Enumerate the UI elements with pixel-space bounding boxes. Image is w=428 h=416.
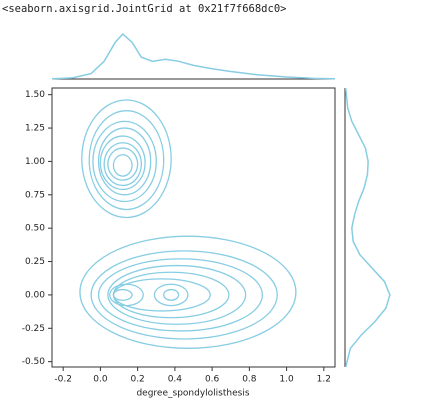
y-tick-label: 1.00 [25, 157, 45, 167]
kde-contour [88, 110, 165, 211]
y-tick-label: 0.00 [25, 290, 45, 300]
repr-text: <seaborn.axisgrid.JointGrid at 0x21f7f66… [2, 3, 286, 15]
y-tick-label: 0.75 [25, 190, 45, 200]
kde-contour [79, 235, 297, 349]
kde-contour [109, 283, 144, 307]
y-tick-label: 0.25 [25, 257, 45, 267]
kde-contour [163, 288, 180, 301]
y-tick-label: 1.50 [25, 90, 45, 100]
kde-contour [112, 288, 133, 301]
y-tick-label: -0.25 [22, 324, 45, 334]
y-tick-label: 1.25 [25, 124, 45, 134]
kde-contour [97, 127, 152, 196]
y-marginal-kde [344, 87, 391, 368]
x-marginal-kde [51, 33, 336, 80]
y-tick-label: 0.50 [25, 224, 45, 234]
kde-contour [97, 258, 264, 332]
x-tick-label: 1.0 [279, 375, 294, 385]
axes-frame [51, 87, 336, 368]
kde-contour [107, 264, 247, 325]
kde-contour [99, 135, 146, 191]
x-tick-label: 0.2 [130, 375, 144, 385]
x-tick-label: 0.4 [168, 375, 183, 385]
kde-contour [112, 154, 133, 177]
kde-contour [81, 99, 172, 219]
kde-contour [103, 142, 143, 187]
x-tick-label: 0.0 [93, 375, 108, 385]
x-tick-label: 0.8 [242, 375, 257, 385]
kde-contour [153, 283, 189, 307]
x-tick-label: 0.6 [205, 375, 220, 385]
kde-contour [107, 147, 139, 181]
kde-contour [90, 250, 278, 340]
x-tick-label: 1.2 [317, 375, 331, 385]
kde-contour [92, 120, 157, 203]
x-axis-label: degree_spondylolisthesis [136, 389, 249, 399]
x-tick-label: -0.2 [54, 375, 72, 385]
y-tick-label: -0.50 [22, 357, 46, 367]
